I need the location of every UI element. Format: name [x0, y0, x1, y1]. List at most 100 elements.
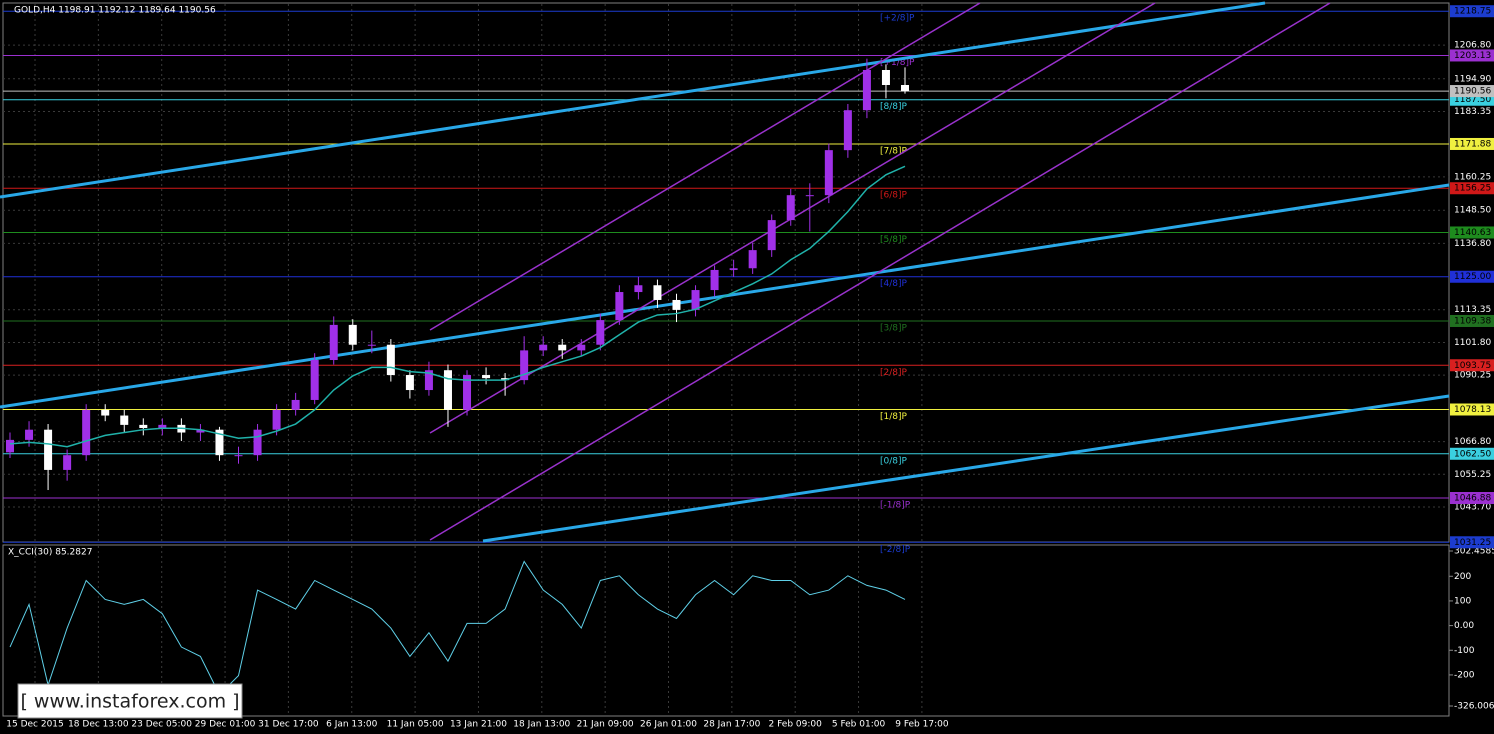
- level-name: [-2/8]P: [880, 545, 911, 555]
- candle-body: [634, 285, 643, 293]
- candle-body: [520, 350, 529, 381]
- cci-panel: [2, 544, 1450, 717]
- candle-body: [558, 344, 567, 351]
- level-label: 1046.88: [1454, 494, 1491, 504]
- x-tick-label: 5 Feb 01:00: [832, 720, 886, 730]
- level-label: 1062.50: [1454, 449, 1491, 459]
- axis: 1206.80 1194.90 1183.35 1160.25 1148.50 1136.…: [6, 5, 1494, 730]
- candle-body: [577, 344, 586, 351]
- current-price-box: [1450, 85, 1494, 98]
- x-tick-label: 18 Dec 13:00: [68, 720, 129, 730]
- level-box: [1450, 5, 1494, 18]
- y2-tick-label: 302.4585: [1454, 547, 1494, 557]
- candle-body: [539, 344, 548, 351]
- candle-body: [615, 292, 624, 321]
- candle-body: [101, 409, 110, 416]
- candle-body: [653, 285, 662, 300]
- level-name: [5/8]P: [880, 235, 908, 245]
- level-name: [0/8]P: [880, 456, 908, 466]
- candle-body: [291, 399, 300, 410]
- current-price-label: 1190.56: [1454, 87, 1491, 97]
- level-name: [3/8]P: [880, 323, 908, 333]
- y-tick-label: 1148.50: [1454, 206, 1491, 216]
- level-name: [1/8]P: [880, 412, 908, 422]
- level-box: [1450, 536, 1494, 549]
- y2-tick-label: 0.00: [1454, 621, 1474, 631]
- levels: [+2/8]P [+1/8]P [8/8]P [7/8]P [6/8]P [5/8]P [4…: [3, 10, 1449, 555]
- x-tick-label: 15 Dec 2015: [6, 720, 64, 730]
- watermark: [ www.instaforex.com ]: [20, 691, 239, 713]
- y-tick-label: 1194.90: [1454, 74, 1491, 84]
- y-tick-label: 1136.80: [1454, 239, 1491, 249]
- candle-body: [367, 344, 376, 346]
- candle-body: [348, 324, 357, 345]
- candle-body: [139, 424, 148, 428]
- trend-line: [0, 1, 1266, 199]
- x-tick-label: 13 Jan 21:00: [450, 720, 507, 730]
- candle-body: [843, 110, 852, 151]
- level-name: [2/8]P: [880, 368, 908, 378]
- candle-body: [386, 344, 395, 376]
- x-tick-label: 29 Dec 01:00: [195, 720, 256, 730]
- level-box: [1450, 447, 1494, 460]
- x-tick-label: 6 Jan 13:00: [326, 720, 378, 730]
- level-box: [1450, 182, 1494, 195]
- y-tick-label: 1160.25: [1454, 172, 1491, 182]
- x-tick-label: 31 Dec 17:00: [258, 720, 319, 730]
- indicator-title: X_CCI(30) 85.2827: [8, 548, 92, 558]
- y2-tick-label: 200: [1454, 572, 1471, 582]
- candle-body: [805, 195, 814, 197]
- level-name: [8/8]P: [880, 102, 908, 112]
- candle-body: [310, 360, 319, 400]
- candle-body: [748, 250, 757, 269]
- level-name: [+2/8]P: [880, 14, 915, 24]
- candle-body: [253, 429, 262, 456]
- candle-body: [672, 299, 681, 310]
- chart-title: GOLD,H4 1198.91 1192.12 1189.64 1190.56: [14, 6, 216, 16]
- moving-average: [9, 165, 906, 448]
- level-name: [-1/8]P: [880, 501, 911, 511]
- level-box: [1450, 492, 1494, 505]
- candle-body: [405, 375, 414, 391]
- candle-body: [158, 424, 167, 428]
- y-tick-label: 1090.25: [1454, 371, 1491, 381]
- level-name: [4/8]P: [880, 279, 908, 289]
- level-label: 1109.38: [1454, 316, 1491, 326]
- candle-body: [272, 409, 281, 430]
- candle-body: [710, 269, 719, 291]
- y2-tick-label: -100: [1454, 646, 1475, 656]
- candle-body: [824, 150, 833, 196]
- candle-body: [501, 378, 510, 381]
- candle-body: [44, 429, 53, 470]
- level-box: [1450, 226, 1494, 239]
- candle-body: [901, 85, 909, 92]
- level-label: 1125.00: [1454, 272, 1491, 282]
- y-tick-label: 1055.25: [1454, 470, 1491, 480]
- level-name: [7/8]P: [880, 146, 908, 156]
- candle-body: [862, 69, 871, 111]
- y2-tick-label: 100: [1454, 596, 1471, 606]
- channel-line: [429, 2, 981, 331]
- x-tick-label: 26 Jan 01:00: [640, 720, 697, 730]
- level-label: 1140.63: [1454, 228, 1491, 238]
- y-tick-label: 1113.35: [1454, 305, 1491, 315]
- y-tick-label: 1066.80: [1454, 437, 1491, 447]
- level-label: 1203.13: [1454, 51, 1491, 61]
- level-label: 1078.13: [1454, 405, 1491, 415]
- x-tick-label: 23 Dec 05:00: [131, 720, 192, 730]
- x-tick-label: 9 Feb 17:00: [895, 720, 949, 730]
- level-box: [1450, 359, 1494, 372]
- x-tick-label: 18 Jan 13:00: [513, 720, 570, 730]
- level-box: [1450, 49, 1494, 62]
- candle-body: [6, 439, 14, 453]
- y-tick-label: 1206.80: [1454, 41, 1491, 51]
- candle-body: [881, 69, 890, 86]
- level-label: 1187.50: [1454, 95, 1491, 105]
- x-tick-label: 21 Jan 09:00: [577, 720, 634, 730]
- candle-body: [215, 429, 224, 456]
- candle-body: [120, 415, 129, 425]
- candle-body: [596, 320, 605, 345]
- level-label: 1171.88: [1454, 139, 1491, 149]
